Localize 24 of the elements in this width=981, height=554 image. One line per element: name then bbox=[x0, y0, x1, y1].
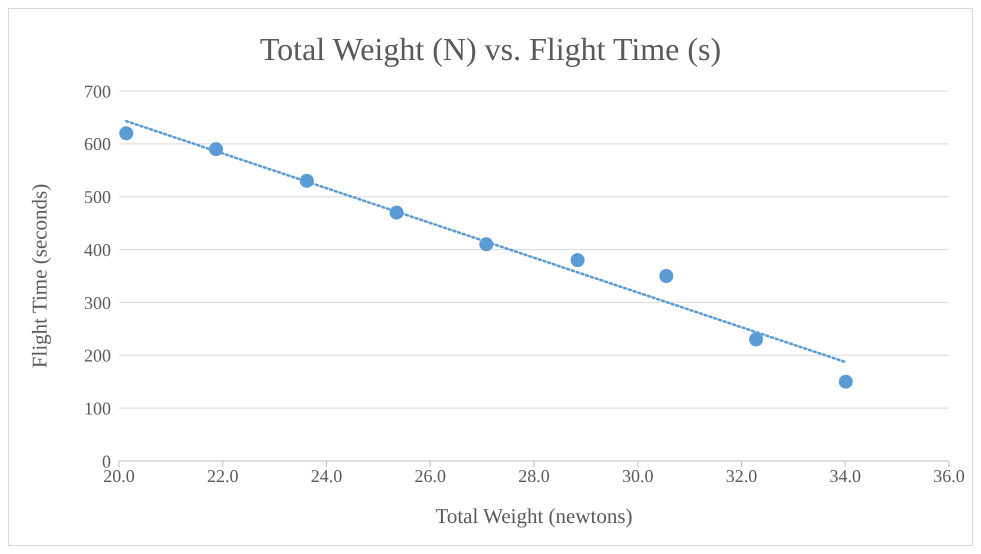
y-tick-label: 400 bbox=[84, 240, 111, 260]
x-tick-label: 32.0 bbox=[726, 466, 758, 486]
x-tick-label: 36.0 bbox=[933, 466, 965, 486]
y-tick-label: 300 bbox=[84, 292, 111, 313]
chart-title: Total Weight (N) vs. Flight Time (s) bbox=[258, 30, 722, 69]
x-tick-label: 28.0 bbox=[518, 466, 550, 486]
x-tick-label: 24.0 bbox=[310, 466, 342, 486]
point bbox=[659, 269, 674, 283]
y-tick-label: 600 bbox=[84, 134, 111, 154]
point bbox=[119, 126, 134, 140]
x-tick-label: 34.0 bbox=[830, 466, 861, 486]
x-tick-label: 26.0 bbox=[414, 466, 446, 486]
y-tick-label: 500 bbox=[84, 187, 111, 208]
x-tick-label: 30.0 bbox=[622, 466, 654, 486]
y-tick-label: 0 bbox=[102, 451, 111, 472]
point bbox=[838, 374, 853, 389]
x-axis-title: Total Weight (newtons) bbox=[435, 504, 633, 528]
point bbox=[749, 332, 764, 346]
y-axis-title: Flight Time (seconds) bbox=[27, 184, 52, 368]
y-tick-label: 200 bbox=[84, 346, 111, 366]
point bbox=[570, 253, 585, 268]
x-tick-label: 22.0 bbox=[207, 466, 238, 486]
y-tick-label: 100 bbox=[84, 398, 111, 419]
y-tick-label: 700 bbox=[84, 81, 111, 102]
